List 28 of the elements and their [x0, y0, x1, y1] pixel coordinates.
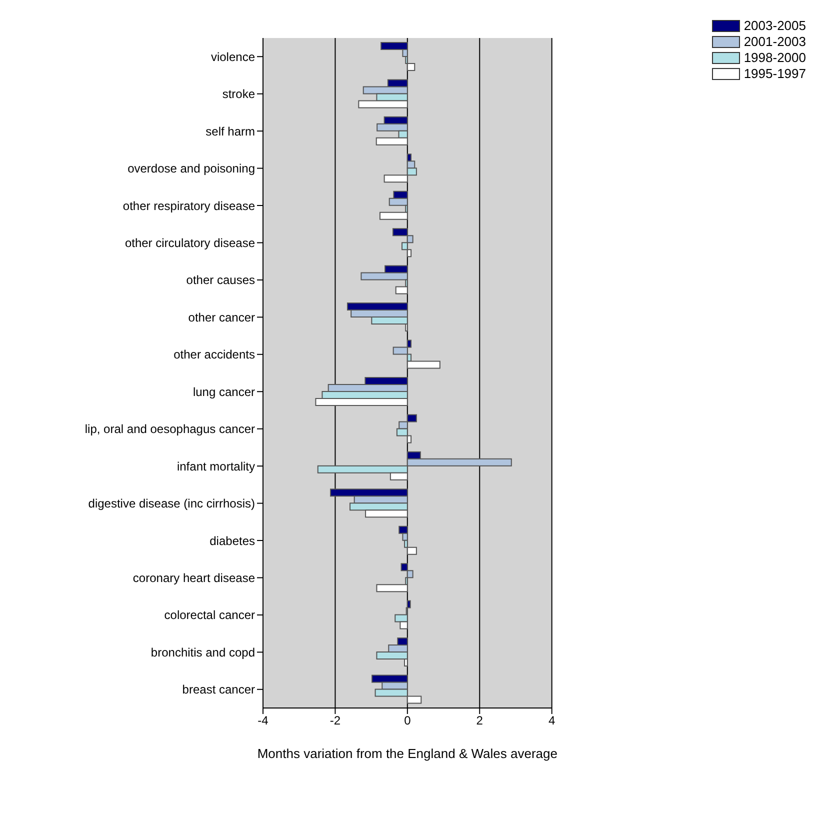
x-tick-label: -2 [330, 714, 341, 728]
y-tick-label: other circulatory disease [124, 236, 256, 250]
y-tick-label: stroke [222, 87, 256, 102]
y-tick-label: overdose and poisoning [128, 162, 255, 176]
y-tick-label: diabetes [210, 534, 255, 548]
y-tick-label: digestive disease (inc cirrhosis) [88, 496, 255, 511]
y-tick-label: coronary heart disease [132, 570, 256, 585]
y-tick-label: infant mortality [176, 459, 255, 474]
y-tick-label: bronchitis and copd [150, 645, 255, 660]
x-tick-label: -4 [258, 714, 269, 728]
y-tick-label: violence [210, 50, 256, 64]
y-tick-label: other respiratory disease [122, 198, 256, 213]
legend-label: 1995-1997 [744, 66, 806, 82]
legend-label: 1998-2000 [744, 50, 806, 66]
y-tick-label: lip, oral and oesophagus cancer [84, 422, 255, 436]
y-tick-label: other cancer [188, 310, 256, 324]
y-tick-label: other accidents [174, 348, 255, 362]
y-tick-label: colorectal cancer [164, 608, 255, 622]
y-tick-label: other causes [186, 273, 255, 288]
legend-label: 2001-2003 [744, 34, 806, 50]
y-tick-label: breast cancer [182, 682, 256, 697]
y-tick-label: self harm [206, 124, 255, 138]
x-tick-label: 2 [476, 714, 484, 728]
x-axis-title: Months variation from the England & Wales average [257, 746, 558, 761]
legend-label: 2003-2005 [744, 18, 806, 34]
x-tick-label: 0 [404, 714, 412, 728]
y-tick-label: lung cancer [192, 384, 255, 399]
x-tick-label: 4 [548, 714, 556, 728]
